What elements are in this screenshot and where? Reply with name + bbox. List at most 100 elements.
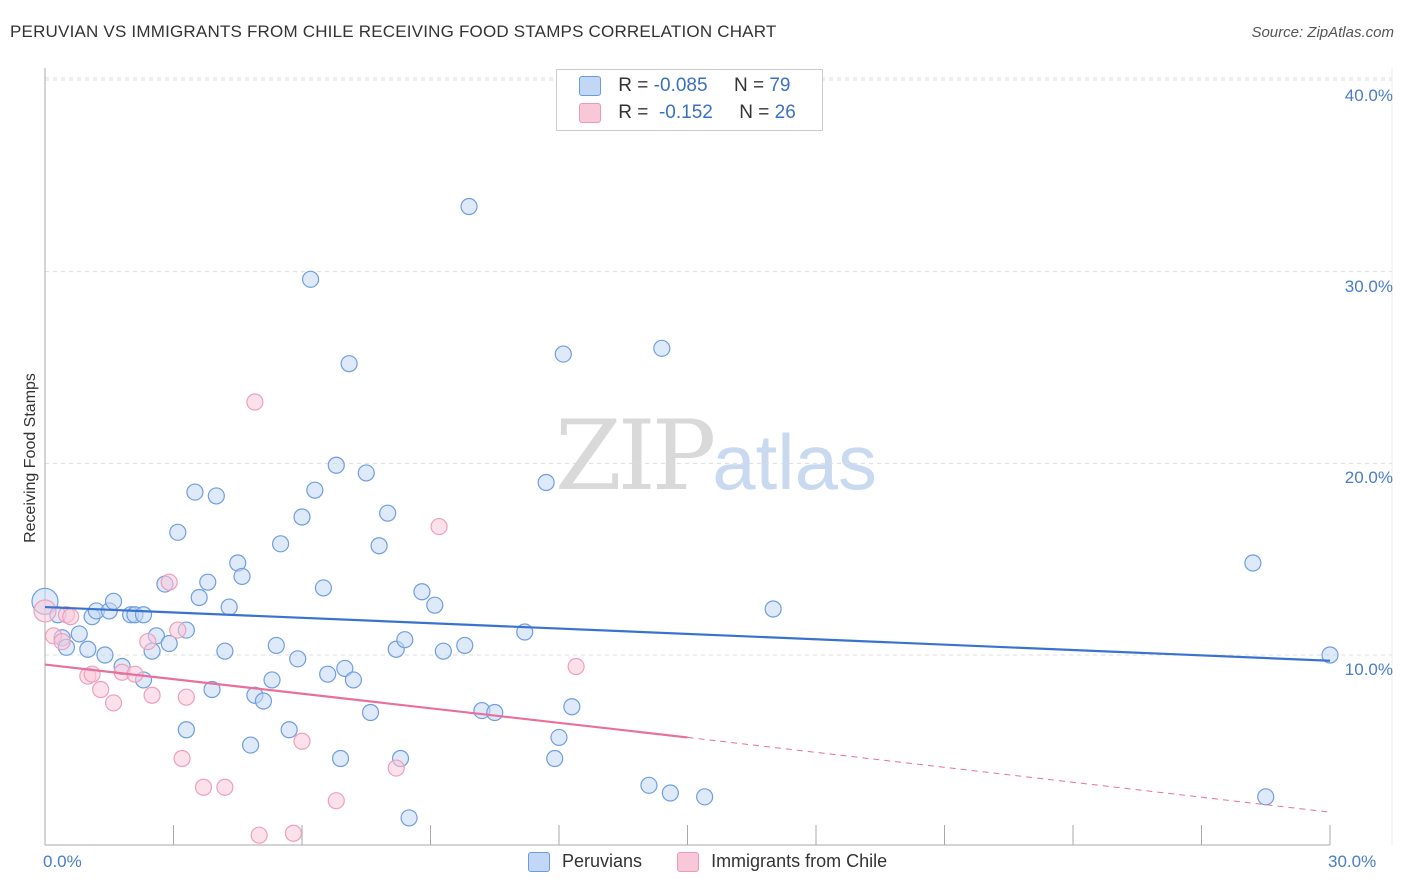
r-value: -0.085 (653, 75, 708, 96)
peruvian-point (160, 634, 178, 653)
peruvian-point (554, 345, 572, 363)
peruvian-point (177, 721, 195, 739)
blue-swatch-icon (579, 75, 601, 96)
peruvian-point (434, 642, 452, 660)
y-tick-label: 30.0% (1344, 277, 1393, 296)
peruvian-point (271, 535, 290, 553)
pink-swatch-icon (579, 102, 601, 123)
chile-point (104, 694, 123, 712)
chile-point (160, 573, 178, 591)
legend-item-peruvians[interactable]: Peruvians (528, 851, 642, 873)
source-label: Source: ZipAtlas.com (1251, 24, 1394, 41)
peruvian-point (314, 579, 333, 597)
peruvian-point (207, 487, 225, 505)
peruvian-point (190, 588, 208, 607)
legend-item-chile[interactable]: Immigrants from Chile (677, 851, 887, 873)
n-value: 79 (769, 75, 791, 96)
peruvian-point (344, 671, 362, 689)
peruvian-point (653, 339, 671, 357)
peruvian-point (70, 625, 88, 643)
peruvian-point (289, 650, 307, 668)
peruvian-point (460, 197, 478, 216)
peruvian-point (220, 598, 238, 616)
peruvians-trend-line (44, 605, 1331, 662)
chile-point (293, 732, 311, 750)
n-label: N = (739, 102, 770, 123)
trend-lines (44, 605, 1331, 813)
peruvian-point (1321, 646, 1339, 664)
legend-row-peruvians: R = -0.085 N = 79 (579, 75, 790, 101)
peruvian-point (319, 665, 337, 683)
chile-point (169, 621, 187, 639)
peruvian-point (764, 600, 782, 618)
chile-point (62, 608, 80, 626)
chile-point (327, 792, 345, 810)
peruvian-point (203, 680, 221, 699)
peruvian-point (396, 631, 414, 649)
chile-point (250, 826, 268, 844)
chile-point (284, 824, 303, 842)
chile-point (177, 688, 195, 706)
peruvian-point (242, 736, 260, 754)
peruvian-point (456, 636, 474, 655)
peruvian-point (370, 537, 388, 555)
peruvian-point (134, 606, 153, 624)
peruvian-point (340, 355, 358, 373)
peruvian-point (563, 698, 581, 716)
peruvian-point (331, 749, 350, 768)
r-label: R = (618, 102, 649, 123)
chile-point (139, 632, 157, 651)
peruvian-point (104, 592, 123, 610)
gridlines (45, 77, 1392, 656)
peruvian-point (293, 508, 311, 526)
chile-point (194, 778, 213, 796)
y-axis-label: Receiving Food Stamps (22, 373, 39, 543)
chile-point (53, 632, 71, 651)
peruvian-point (216, 642, 234, 660)
n-label: N = (733, 75, 765, 96)
peruvian-point (280, 721, 298, 739)
chile-points (33, 393, 585, 844)
peruvian-point (379, 504, 397, 522)
peruvian-point (199, 573, 217, 591)
peruvian-point (169, 523, 187, 541)
peruvian-point (537, 473, 555, 492)
chile-trend-extension (687, 736, 1331, 813)
peruvian-point (413, 583, 431, 601)
peruvian-point (186, 483, 204, 501)
chile-point (246, 393, 264, 411)
peruvian-point (301, 270, 320, 288)
chile-point (173, 749, 191, 768)
peruvian-point (79, 640, 97, 658)
chile-point (143, 686, 161, 704)
peruvian-point (267, 636, 285, 655)
chile-point (216, 778, 234, 796)
peruvian-point (400, 809, 418, 827)
peruvian-point (263, 671, 281, 689)
chile-point (387, 759, 405, 777)
peruvian-point (361, 703, 380, 722)
peruvian-point (1257, 788, 1275, 806)
chile-point (33, 599, 57, 623)
axes (44, 68, 1393, 846)
y-tick-label: 40.0% (1344, 86, 1393, 105)
chile-point (430, 517, 448, 536)
chile-point (567, 657, 585, 676)
peruvian-point (546, 749, 564, 768)
peruvian-point (254, 692, 273, 710)
peruvian-point (661, 784, 679, 802)
chile-point (92, 680, 110, 699)
peruvian-point (96, 646, 114, 664)
peruvian-point (426, 596, 444, 614)
peruvian-point (696, 788, 714, 806)
n-value: 26 (774, 102, 796, 123)
peruvian-point (1244, 554, 1262, 572)
r-value: -0.152 (658, 102, 713, 123)
y-tick-label: 20.0% (1344, 468, 1393, 487)
peruvian-point (233, 567, 251, 586)
peruvian-point (336, 659, 354, 678)
blue-swatch-icon (528, 852, 550, 873)
peruvians-points (31, 197, 1339, 827)
series-legend: Peruvians Immigrants from Chile (528, 851, 917, 873)
y-tick-label: 10.0% (1344, 660, 1393, 679)
